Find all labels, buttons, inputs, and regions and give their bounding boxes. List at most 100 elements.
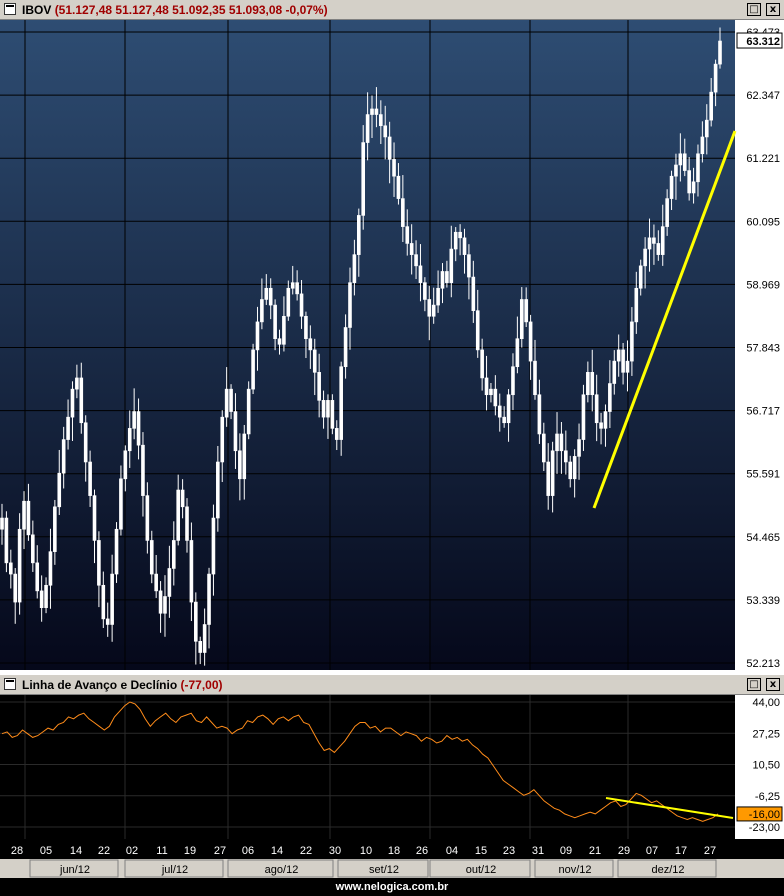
- candle-body: [136, 411, 141, 446]
- candle-body: [233, 411, 238, 452]
- price-chart: 63.47362.34761.22160.09558.96957.84356.7…: [0, 20, 784, 670]
- advance-decline-line: [1, 701, 719, 822]
- y-tick-label: 54.465: [746, 532, 780, 544]
- x-tick-label: 22: [98, 845, 110, 857]
- y-tick-label: 61.221: [746, 153, 780, 165]
- candle-body: [343, 327, 348, 368]
- panel-icon: [4, 678, 16, 690]
- candle-body: [493, 388, 498, 407]
- candle-body: [603, 411, 608, 429]
- x-tick-label: 14: [271, 845, 283, 857]
- candle-body: [119, 478, 123, 530]
- candle-body: [559, 433, 564, 452]
- candle-body: [317, 372, 321, 401]
- indicator-last-value-box: [736, 806, 783, 822]
- y-tick-label: 53.339: [746, 595, 780, 607]
- candle-body: [304, 315, 308, 340]
- candle-body: [431, 304, 436, 317]
- month-label: ago/12: [265, 864, 299, 876]
- candle-body: [467, 254, 471, 278]
- candle-body: [462, 237, 467, 255]
- candle-body: [246, 388, 251, 435]
- candle-body: [312, 349, 317, 373]
- candle-body: [255, 321, 260, 351]
- candle-body: [207, 573, 211, 625]
- indicator-panel-titlebar: Linha de Avanço e Declínio (-77,00) □ x: [0, 675, 784, 695]
- candle-body: [79, 377, 84, 424]
- candle-body: [167, 568, 172, 597]
- candle-body: [423, 282, 427, 300]
- last-value-box: [736, 32, 783, 49]
- x-tick-label: 06: [242, 845, 254, 857]
- symbol-label: IBOV: [22, 3, 52, 17]
- candle-body: [330, 400, 335, 429]
- month-label: jun/12: [59, 864, 90, 876]
- candle-body: [581, 394, 586, 440]
- month-label: set/12: [369, 864, 399, 876]
- candle-body: [700, 136, 705, 155]
- candle-body: [348, 282, 352, 328]
- last-value-label: 63.312: [746, 36, 780, 48]
- close-button[interactable]: x: [766, 678, 780, 691]
- candle-body: [480, 349, 484, 379]
- candle-body: [61, 439, 66, 474]
- candle-body: [409, 243, 414, 255]
- indicator-chart-panel[interactable]: 44,00 27,25 10,50 -6,25 -23,00 -16,00 28 05 14 22…: [0, 695, 784, 878]
- candle-body: [599, 422, 603, 429]
- candle-body: [123, 450, 128, 480]
- indicator-last-value-label: -16,00: [749, 809, 780, 821]
- y-tick-label: 27,25: [752, 728, 780, 740]
- candle-body: [110, 573, 114, 625]
- indicator-title: Linha de Avanço e Declínio: [22, 678, 178, 692]
- candle-body: [44, 584, 48, 608]
- candle-body: [401, 198, 405, 227]
- candle-body: [669, 175, 674, 199]
- candle-body: [334, 428, 339, 440]
- month-cell: [124, 859, 224, 878]
- candle-body: [612, 360, 617, 384]
- candle-body: [132, 411, 136, 429]
- price-chart-panel[interactable]: 63.47362.34761.22160.09558.96957.84356.7…: [0, 20, 784, 670]
- candle-body: [616, 349, 621, 362]
- candle-body: [17, 528, 22, 603]
- trendline: [592, 130, 737, 509]
- candle-body: [608, 383, 612, 412]
- candle-body: [718, 40, 722, 65]
- month-label: out/12: [466, 864, 497, 876]
- candle-body: [13, 573, 18, 603]
- candle-body: [141, 444, 145, 496]
- candle-body: [502, 416, 506, 424]
- candle-body: [590, 372, 595, 396]
- y-tick-label: -23,00: [749, 822, 780, 834]
- candle-body: [568, 461, 573, 480]
- candle-body: [273, 304, 277, 340]
- x-tick-label: 28: [11, 845, 23, 857]
- candle-body: [242, 433, 247, 480]
- candle-body: [652, 237, 656, 244]
- candle-body: [405, 226, 410, 244]
- candle-body: [436, 287, 440, 306]
- candle-body: [546, 461, 551, 496]
- month-cell: [617, 859, 717, 878]
- restore-button[interactable]: □: [747, 678, 761, 691]
- close-button[interactable]: x: [766, 3, 780, 16]
- x-tick-label: 21: [589, 845, 601, 857]
- candle-body: [660, 226, 665, 255]
- candle-body: [374, 108, 379, 115]
- candle-body: [163, 596, 167, 614]
- candle-body: [643, 248, 647, 267]
- candle-body: [392, 159, 396, 177]
- indicator-background: [0, 695, 735, 839]
- candle-body: [691, 181, 696, 194]
- footer-url: www.nelogica.com.br: [0, 878, 784, 896]
- candle-body: [414, 254, 418, 267]
- candle-body: [704, 119, 709, 138]
- candle-body: [75, 377, 79, 390]
- candle-body: [475, 310, 480, 351]
- month-cell: [337, 859, 429, 878]
- candle-body: [229, 388, 233, 412]
- candle-body: [308, 338, 313, 351]
- candle-body: [268, 287, 273, 306]
- restore-button[interactable]: □: [747, 3, 761, 16]
- candle-body: [238, 450, 242, 480]
